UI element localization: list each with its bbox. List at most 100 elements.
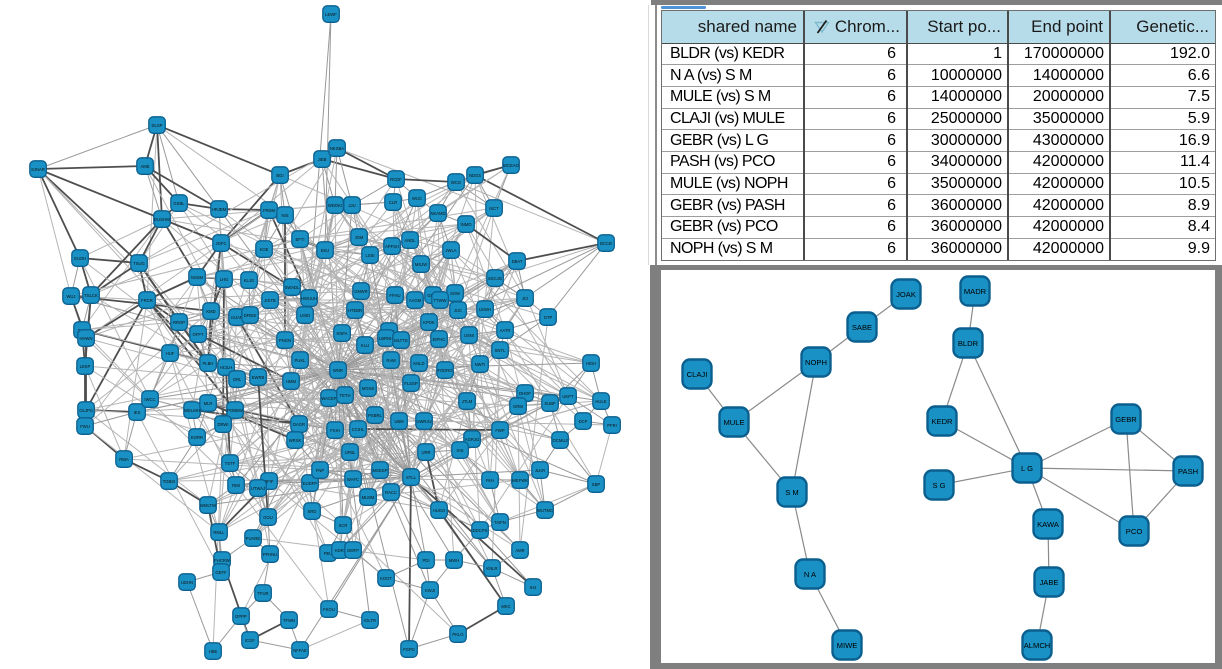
- svg-text:WUTMC: WUTMC: [537, 508, 553, 513]
- svg-text:TSLCK: TSLCK: [84, 293, 98, 298]
- svg-text:EFTI: EFTI: [295, 237, 304, 242]
- svg-text:FGPG: FGPG: [403, 647, 415, 652]
- svg-text:IOLTR: IOLTR: [364, 618, 376, 623]
- svg-text:DRWI: DRWI: [217, 422, 228, 427]
- svg-text:JISTB: JISTB: [264, 298, 276, 303]
- svg-text:FKOU: FKOU: [323, 607, 335, 612]
- svg-text:SUBF: SUBF: [544, 401, 556, 406]
- svg-text:TFWN: TFWN: [283, 618, 295, 623]
- svg-text:TSUG: TSUG: [133, 261, 145, 266]
- svg-text:OFFT: OFFT: [193, 332, 204, 337]
- svg-text:MIWE: MIWE: [837, 641, 858, 650]
- svg-text:JABE: JABE: [1040, 578, 1059, 587]
- svg-text:GUOH: GUOH: [74, 256, 87, 261]
- svg-text:UDHN: UDHN: [181, 580, 193, 585]
- svg-text:HBE: HBE: [209, 649, 218, 654]
- svg-text:DPPP: DPPP: [235, 614, 247, 619]
- svg-text:NKAMD: NKAMD: [430, 211, 445, 216]
- svg-text:NIS: NIS: [282, 213, 289, 218]
- svg-text:PFRI: PFRI: [607, 423, 617, 428]
- svg-text:TSTF: TSTF: [225, 461, 236, 466]
- svg-text:PCO: PCO: [1126, 527, 1143, 536]
- svg-text:MWH: MWH: [449, 558, 459, 563]
- svg-text:WUC: WUC: [412, 196, 422, 201]
- svg-text:KAWA: KAWA: [1037, 520, 1060, 529]
- svg-text:DUSHW: DUSHW: [154, 217, 170, 222]
- svg-text:WCEAO: WCEAO: [503, 163, 520, 168]
- svg-text:AATR: AATR: [500, 328, 511, 333]
- svg-text:HWUUH: HWUUH: [301, 296, 317, 301]
- svg-text:DLSP: DLSP: [152, 123, 163, 128]
- svg-text:GOU: GOU: [263, 515, 273, 520]
- svg-text:FWP: FWP: [495, 428, 505, 433]
- svg-text:JTLM: JTLM: [462, 399, 473, 404]
- svg-text:DFBGI: DFBGI: [244, 313, 257, 318]
- svg-text:BCCB: BCCB: [600, 241, 612, 246]
- svg-text:SJNAR: SJNAR: [31, 167, 45, 172]
- svg-text:NFFAE: NFFAE: [293, 648, 307, 653]
- svg-text:KNLR: KNLR: [486, 566, 497, 571]
- svg-text:WRSK: WRSK: [289, 438, 302, 443]
- svg-text:SRD: SRD: [308, 509, 317, 514]
- svg-text:KWJI: KWJI: [425, 588, 435, 593]
- svg-text:HUGO: HUGO: [433, 508, 446, 513]
- svg-text:MGNS: MGNS: [362, 386, 375, 391]
- svg-text:RMLL: RMLL: [213, 530, 225, 535]
- svg-text:S G: S G: [932, 481, 945, 490]
- svg-text:KMD: KMD: [206, 309, 215, 314]
- svg-text:PNGN: PNGN: [279, 338, 291, 343]
- svg-text:EIPHC: EIPHC: [433, 337, 446, 342]
- svg-text:GRM: GRM: [513, 404, 523, 409]
- svg-text:KEDR: KEDR: [931, 417, 953, 426]
- svg-text:EWRB: EWRB: [252, 375, 265, 380]
- svg-text:OCMUJ: OCMUJ: [553, 438, 568, 443]
- svg-text:ISJAR: ISJAR: [231, 315, 243, 320]
- svg-text:LBRNH: LBRNH: [379, 336, 393, 341]
- svg-text:LEWF: LEWF: [325, 12, 337, 17]
- svg-text:FWU: FWU: [80, 424, 90, 429]
- svg-text:DCP: DCP: [579, 419, 588, 424]
- svg-text:S M: S M: [785, 488, 799, 497]
- svg-text:MADR: MADR: [964, 287, 987, 296]
- svg-text:LMIO: LMIO: [300, 313, 311, 318]
- svg-text:WDOKI: WDOKI: [328, 203, 342, 208]
- svg-text:PKLG: PKLG: [452, 632, 463, 637]
- svg-text:IHS: IHS: [457, 448, 464, 453]
- svg-text:HIGH: HIGH: [586, 361, 596, 366]
- svg-text:PUKL: PUKL: [295, 358, 307, 363]
- svg-text:EUDFP: EUDFP: [303, 481, 317, 486]
- svg-text:NSSM: NSSM: [191, 275, 204, 280]
- svg-text:MGEEP: MGEEP: [372, 468, 387, 473]
- svg-text:FRDM: FRDM: [263, 208, 276, 213]
- svg-text:FKH: FKH: [486, 478, 494, 483]
- svg-text:CLR: CLR: [389, 200, 397, 205]
- svg-text:DBAT: DBAT: [512, 259, 523, 264]
- svg-text:KNFA: KNFA: [337, 331, 348, 336]
- svg-text:KOOT: KOOT: [380, 576, 392, 581]
- svg-text:KDRI: KDRI: [335, 548, 345, 553]
- svg-text:JUC: JUC: [454, 308, 462, 313]
- svg-text:MLTTD: MLTTD: [394, 338, 408, 343]
- svg-text:WMLTW: WMLTW: [200, 503, 216, 508]
- svg-text:L G: L G: [1021, 464, 1033, 473]
- svg-text:MLR: MLR: [204, 401, 213, 406]
- svg-text:EKU: EKU: [321, 248, 330, 253]
- svg-text:OMTP: OMTP: [347, 548, 359, 553]
- svg-text:SABE: SABE: [852, 323, 872, 332]
- svg-text:KOE: KOE: [260, 247, 269, 252]
- svg-text:WACEP: WACEP: [321, 396, 336, 401]
- svg-text:LSSI: LSSI: [365, 253, 374, 258]
- svg-text:RACC: RACC: [385, 490, 397, 495]
- svg-text:GSBL: GSBL: [173, 201, 185, 206]
- svg-text:PEU: PEU: [324, 551, 333, 556]
- svg-text:PDI: PDI: [423, 558, 430, 563]
- svg-text:GTP: GTP: [544, 315, 553, 320]
- svg-text:UBM: UBM: [394, 419, 404, 424]
- svg-text:MLMM: MLMM: [362, 495, 375, 500]
- svg-text:DAGR: DAGR: [293, 422, 305, 427]
- svg-text:WEFWK: WEFWK: [512, 478, 528, 483]
- svg-text:SCR: SCR: [339, 523, 348, 528]
- svg-text:JLKR: JLKR: [535, 468, 545, 473]
- svg-text:JOFC: JOFC: [216, 241, 227, 246]
- svg-text:POBBW: POBBW: [227, 408, 243, 413]
